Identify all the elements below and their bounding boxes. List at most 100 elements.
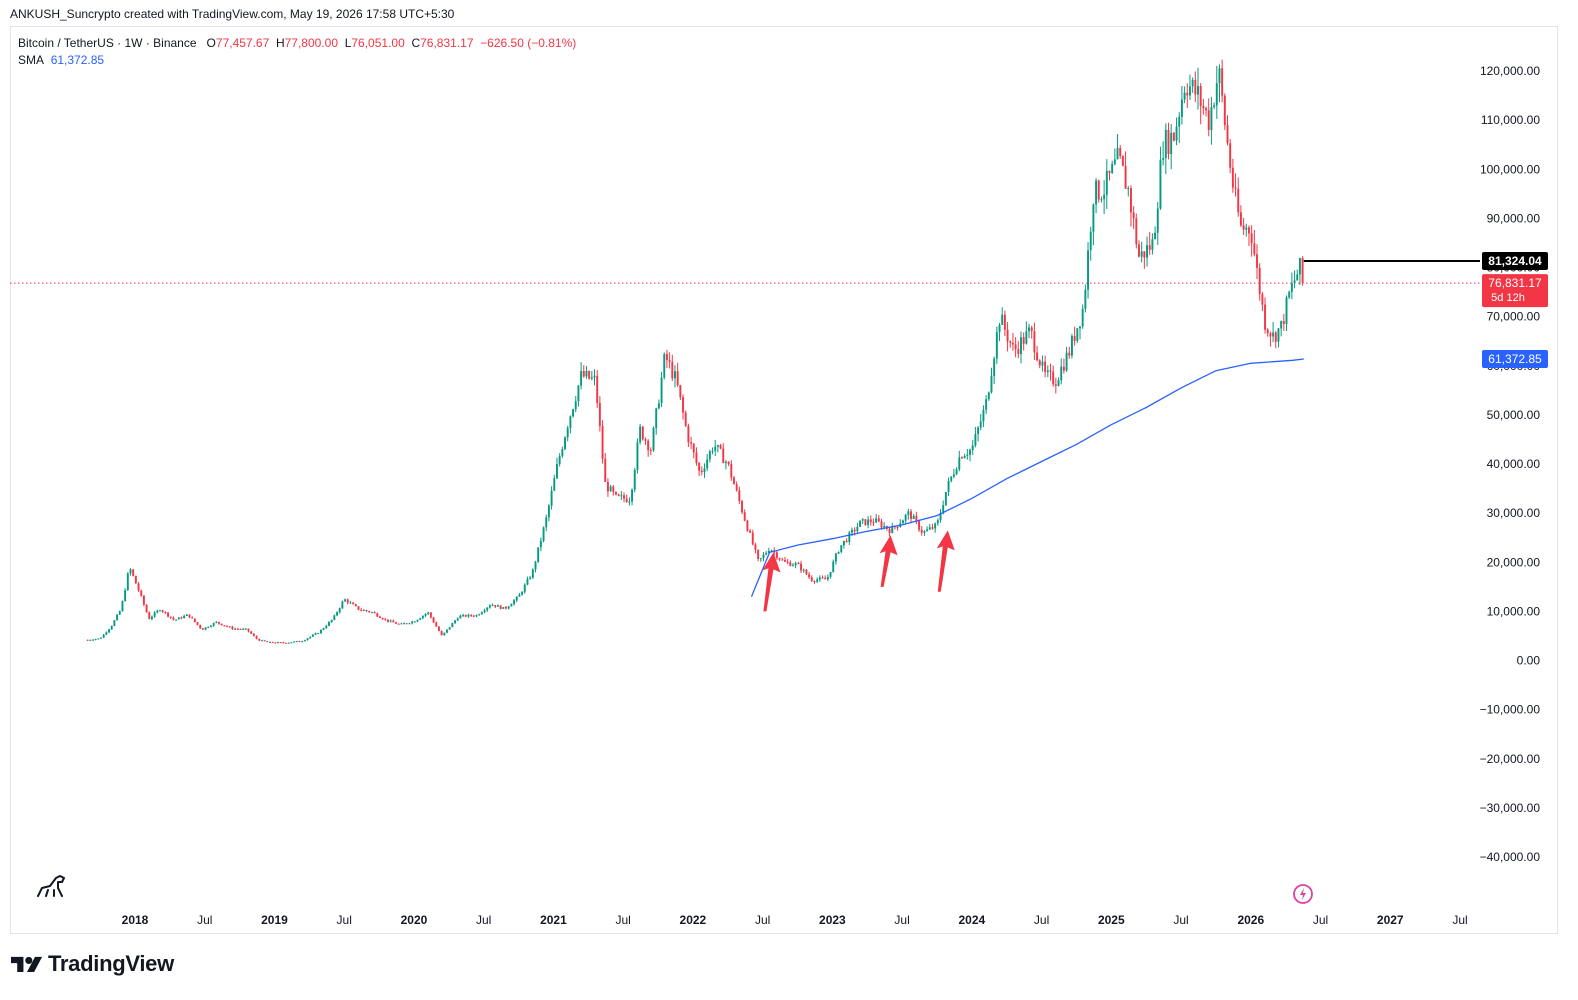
candle-body bbox=[1234, 187, 1237, 189]
candle-body bbox=[228, 626, 231, 628]
x-tick-label: 2027 bbox=[1377, 913, 1404, 927]
tradingview-logo[interactable]: TradingView bbox=[11, 951, 174, 977]
candle-body bbox=[293, 641, 296, 643]
candle-body bbox=[91, 639, 94, 641]
low-label: L bbox=[344, 36, 352, 50]
candle-body bbox=[1129, 188, 1132, 213]
candle-body bbox=[695, 452, 698, 464]
sma-price-text: 61,372.85 bbox=[1488, 352, 1542, 366]
candle-body bbox=[727, 461, 730, 465]
ohlc-row: Bitcoin / TetherUS · 1W · Binance O77,45… bbox=[18, 35, 576, 52]
candle-body bbox=[1280, 321, 1283, 329]
x-tick-label: 2024 bbox=[958, 913, 985, 927]
candle-body bbox=[1135, 218, 1138, 245]
y-tick-label: 90,000.00 bbox=[1487, 211, 1541, 225]
candle-body bbox=[733, 477, 735, 485]
candle-body bbox=[319, 629, 322, 634]
candle-body bbox=[674, 371, 676, 379]
y-tick-label: 10,000.00 bbox=[1487, 604, 1541, 618]
candle-body bbox=[842, 540, 845, 546]
candle-body bbox=[813, 581, 816, 583]
candle-body bbox=[644, 439, 647, 441]
candle-body bbox=[1154, 232, 1157, 240]
candle-body bbox=[1239, 212, 1242, 226]
candle-body bbox=[513, 600, 516, 605]
candle-body bbox=[325, 625, 328, 629]
annotation-arrow bbox=[879, 535, 898, 587]
candle-body bbox=[993, 358, 996, 377]
candle-body bbox=[974, 434, 977, 446]
candle-body bbox=[204, 627, 207, 630]
candle-body bbox=[601, 426, 604, 459]
x-tick-label: Jul bbox=[337, 913, 352, 927]
candle-body bbox=[572, 409, 575, 417]
y-tick-label: 50,000.00 bbox=[1487, 408, 1541, 422]
candle-body bbox=[1017, 349, 1020, 354]
candle-body bbox=[483, 610, 486, 613]
candle-body bbox=[100, 637, 102, 639]
candle-body bbox=[534, 561, 537, 570]
chart-legend: Bitcoin / TetherUS · 1W · Binance O77,45… bbox=[18, 35, 576, 69]
candle-body bbox=[1081, 308, 1084, 327]
candle-body bbox=[301, 641, 304, 643]
candle-body bbox=[1046, 370, 1049, 373]
candle-body bbox=[1197, 86, 1199, 95]
candle-body bbox=[1062, 366, 1065, 371]
candle-body bbox=[311, 634, 314, 637]
candle-body bbox=[266, 641, 269, 643]
candle-body bbox=[687, 425, 690, 443]
candle-body bbox=[1253, 243, 1256, 255]
candle-body bbox=[660, 377, 663, 404]
candle-body bbox=[735, 484, 738, 491]
candlestick-series bbox=[86, 59, 1304, 644]
dino-icon[interactable] bbox=[37, 875, 65, 897]
candle-body bbox=[223, 625, 226, 627]
candle-body bbox=[668, 360, 671, 362]
candle-body bbox=[738, 490, 741, 502]
candle-body bbox=[1213, 105, 1216, 108]
candle-body bbox=[851, 529, 853, 533]
candle-body bbox=[545, 517, 548, 528]
candle-body bbox=[413, 621, 416, 623]
candle-body bbox=[1248, 227, 1250, 234]
candle-body bbox=[1221, 68, 1224, 96]
lightning-icon[interactable] bbox=[1293, 884, 1313, 904]
candle-body bbox=[156, 610, 159, 613]
candle-body bbox=[1162, 158, 1165, 160]
candle-body bbox=[365, 610, 368, 612]
candle-body bbox=[1293, 280, 1296, 283]
candle-body bbox=[1175, 126, 1178, 141]
candle-body bbox=[1028, 327, 1030, 332]
close-label: C bbox=[411, 36, 421, 50]
candle-body bbox=[1089, 231, 1092, 251]
candle-body bbox=[405, 623, 408, 625]
candle-body bbox=[955, 469, 958, 475]
sma-value: 61,372.85 bbox=[50, 53, 105, 67]
x-tick-label: Jul bbox=[1313, 913, 1328, 927]
candle-body bbox=[824, 578, 827, 580]
candle-body bbox=[1215, 83, 1218, 106]
current-price-tag bbox=[1482, 274, 1548, 308]
candle-body bbox=[486, 607, 489, 611]
candle-body bbox=[1073, 335, 1076, 341]
candle-body bbox=[612, 486, 615, 492]
candle-body bbox=[743, 512, 746, 521]
candle-body bbox=[218, 621, 220, 624]
candle-body bbox=[958, 457, 961, 470]
candle-body bbox=[303, 640, 306, 642]
candle-body bbox=[215, 621, 218, 623]
candle-body bbox=[641, 426, 644, 440]
candle-body bbox=[657, 403, 660, 409]
candle-body bbox=[236, 628, 239, 630]
candle-body bbox=[700, 470, 703, 472]
x-tick-label: 2025 bbox=[1098, 913, 1125, 927]
candle-body bbox=[1092, 204, 1095, 232]
candle-body bbox=[944, 491, 947, 506]
candle-body bbox=[443, 632, 446, 636]
candle-body bbox=[102, 634, 105, 638]
candle-body bbox=[403, 623, 406, 625]
candle-body bbox=[808, 574, 811, 578]
candle-body bbox=[376, 613, 379, 617]
annotation-arrows bbox=[762, 530, 955, 612]
